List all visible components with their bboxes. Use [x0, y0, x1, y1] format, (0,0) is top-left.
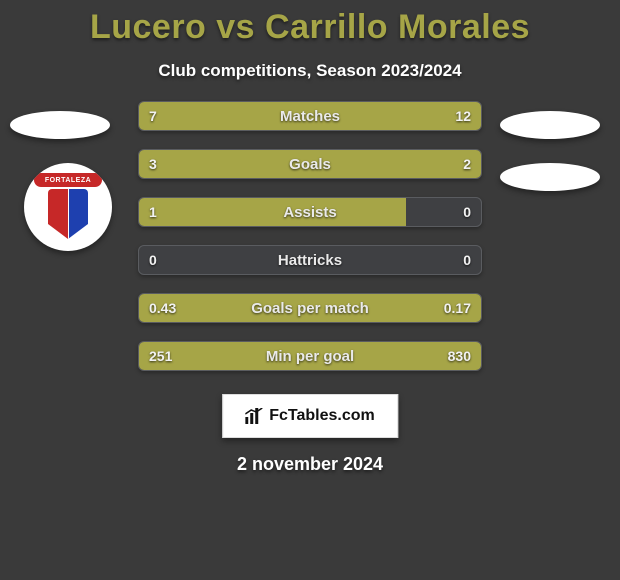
- stat-row: 00Hattricks: [138, 245, 482, 275]
- stat-row: 0.430.17Goals per match: [138, 293, 482, 323]
- stat-label: Goals: [139, 150, 481, 178]
- player1-flag-placeholder: [10, 111, 110, 139]
- site-badge-label: FcTables.com: [269, 407, 375, 425]
- stat-row: 251830Min per goal: [138, 341, 482, 371]
- bar-chart-icon: [245, 408, 263, 424]
- stat-label: Assists: [139, 198, 481, 226]
- stat-row: 32Goals: [138, 149, 482, 179]
- stats-bars: 712Matches 32Goals 10Assists 00Hattricks 0.4…: [138, 101, 482, 389]
- stat-label: Goals per match: [139, 294, 481, 322]
- date-text: 2 november 2024: [0, 454, 620, 475]
- player1-club-badge: FORTALEZA: [24, 163, 112, 251]
- player2-flag-placeholder: [500, 111, 600, 139]
- stat-row: 712Matches: [138, 101, 482, 131]
- stat-label: Min per goal: [139, 342, 481, 370]
- club-badge-shield: [48, 189, 88, 239]
- page-title: Lucero vs Carrillo Morales: [0, 0, 620, 47]
- stat-label: Hattricks: [139, 246, 481, 274]
- comparison-card: Lucero vs Carrillo Morales Club competit…: [0, 0, 620, 580]
- stat-row: 10Assists: [138, 197, 482, 227]
- stat-label: Matches: [139, 102, 481, 130]
- club-badge-banner-text: FORTALEZA: [45, 177, 91, 184]
- site-badge[interactable]: FcTables.com: [222, 394, 398, 438]
- player2-club-placeholder: [500, 163, 600, 191]
- club-badge-banner: FORTALEZA: [34, 173, 102, 187]
- page-subtitle: Club competitions, Season 2023/2024: [0, 61, 620, 81]
